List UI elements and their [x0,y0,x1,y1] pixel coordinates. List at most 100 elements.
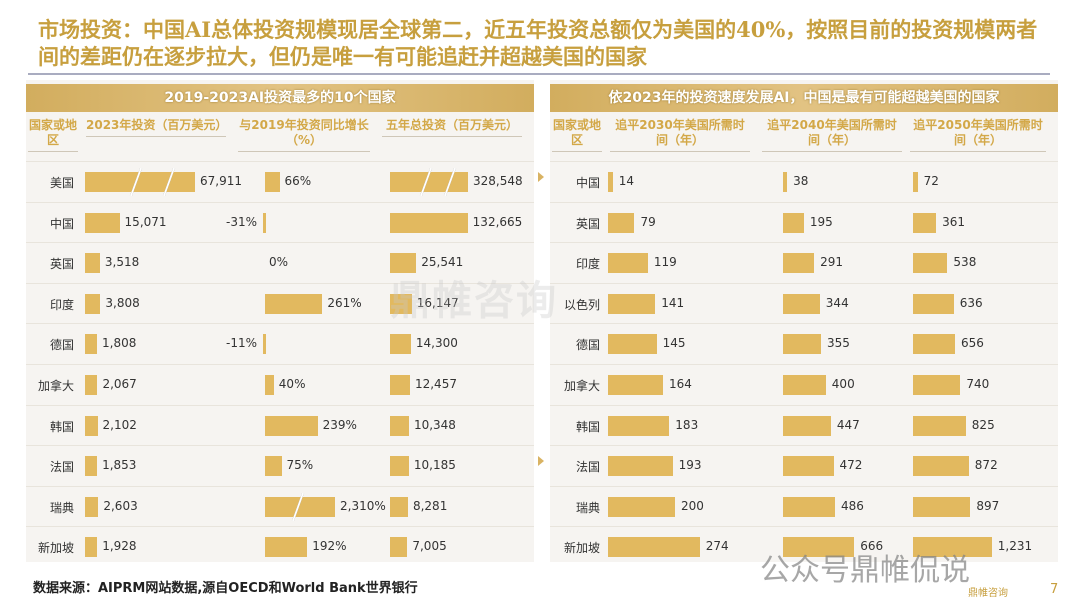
country-label: 瑞典 [575,500,600,515]
value-label: 2,102 [102,417,137,432]
bar [390,375,410,395]
table-row: 新加坡 274 666 1,231 [550,526,1058,566]
value-label: 141 [661,295,685,310]
bar [913,334,955,355]
bar [85,456,98,477]
value-label: 400 [831,377,855,391]
column-header: 追平2030年美国所需时间（年） [610,118,750,152]
value-label: 261% [327,295,362,310]
bar [783,172,788,192]
bar [390,253,417,274]
bar [390,334,411,355]
table-row: 英国 3,518 0% 25,541 [26,242,534,282]
bar [608,375,663,395]
wechat-watermark: 公众号鼎帷侃说 [760,553,970,588]
bar [265,415,318,436]
value-label: 0% [269,255,289,270]
bar [913,253,948,274]
value-label: 16,147 [416,295,459,310]
value-label: 291 [820,255,844,270]
table-row: 德国 1,808 -11% 14,300 [26,323,534,363]
country-label: 加拿大 [563,379,600,393]
value-label: 2,067 [102,377,137,391]
bar [390,537,408,558]
country-label: 法国 [575,460,600,475]
country-label: 新加坡 [563,541,600,556]
table-row: 美国 67,911 66% 328,548 [26,161,534,201]
value-label: 328,548 [473,174,523,188]
value-label: 66% [284,174,312,188]
top10-investment-table: 2019-2023AI投资最多的10个国家 国家或地区 2023年投资（百万美元… [26,80,534,562]
value-label: 72 [923,174,939,188]
data-source: 数据来源：AIPRM网站数据,源自OECD和World Bank世界银行 [33,581,418,596]
bar [783,415,831,436]
bar [85,537,98,558]
value-label: 355 [826,336,850,351]
table-row: 韩国 183 447 825 [550,404,1058,445]
country-label: 英国 [49,257,74,272]
bar [265,293,323,314]
country-label: 中国 [49,216,74,231]
table-row: 加拿大 2,067 40% 12,457 [26,364,534,404]
value-label: 2,310% [340,498,386,513]
value-label: 636 [959,295,983,310]
bar [85,334,97,355]
value-label: 75% [286,458,314,473]
value-label: 740 [966,377,990,391]
bar [390,415,409,436]
bar [85,212,120,233]
value-label: 666 [860,539,884,554]
bar [608,496,675,517]
value-label: 8,281 [412,498,448,513]
bar [608,172,613,192]
page-number: 7 [1050,582,1059,597]
table-row: 以色列 141 344 636 [550,282,1058,323]
value-label: 3,518 [104,255,140,270]
bar [263,334,266,355]
value-label: 183 [675,417,699,432]
column-header: 与2019年投资同比增长（%） [238,118,370,152]
country-label: 韩国 [575,419,600,434]
table-title: 依2023年的投资速度发展AI，中国是最有可能超越美国的国家 [550,84,1058,112]
value-label: 200 [681,498,704,513]
value-label: 1,808 [102,336,137,351]
table-title: 2019-2023AI投资最多的10个国家 [26,84,534,112]
table-row: 瑞典 200 486 897 [550,485,1058,526]
column-header: 国家或地区 [28,118,78,152]
bar [783,496,835,517]
value-label: 79 [640,214,656,229]
bar [85,293,101,314]
country-label: 以色列 [563,297,600,312]
table-row: 法国 1,853 75% 10,185 [26,445,534,485]
table-row: 德国 145 355 656 [550,323,1058,363]
bar [913,415,966,436]
country-label: 加拿大 [37,379,74,393]
arrow-icon [538,456,544,466]
value-label: 10,348 [413,417,456,432]
value-label: 25,541 [421,255,464,270]
column-header: 追平2050年美国所需时间（年） [910,118,1046,152]
value-label: 825 [971,417,995,432]
value-label: 361 [942,214,965,229]
bar [913,375,961,395]
bar [783,456,834,477]
arrow-icon [538,172,544,182]
country-label: 韩国 [49,419,74,434]
bar [913,537,992,558]
bar [85,253,100,274]
bar [608,293,656,314]
value-label: 486 [841,498,864,513]
value-label: 14,300 [415,336,458,351]
bar [783,212,804,233]
country-label: 德国 [575,338,600,353]
catch-up-time-table: 依2023年的投资速度发展AI，中国是最有可能超越美国的国家 国家或地区 追平2… [550,80,1058,562]
table-row: 印度 3,808 261% 16,147 [26,282,534,323]
bar [265,172,280,192]
column-header: 2023年投资（百万美元） [86,118,227,137]
bar [265,496,335,517]
bar [608,253,648,274]
bar [608,537,700,558]
value-label: 2,603 [103,498,138,513]
table-row: 法国 193 472 872 [550,445,1058,485]
value-label: 192% [312,539,347,554]
